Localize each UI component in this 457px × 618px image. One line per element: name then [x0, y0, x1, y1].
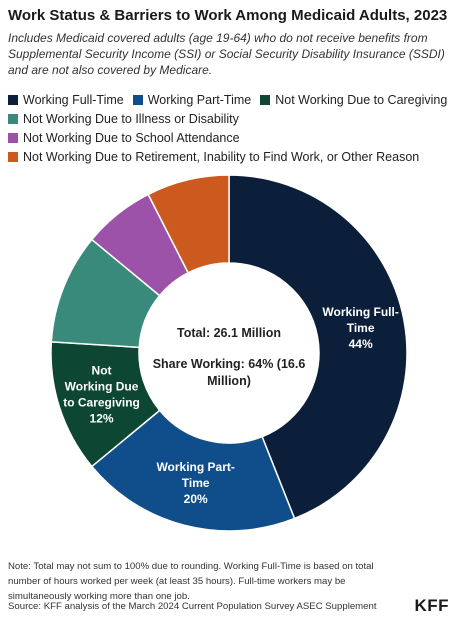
slice-label: 12%	[90, 411, 114, 425]
legend-item-working-full-time: Working Full-Time	[8, 93, 124, 107]
slice-label: Working Due	[65, 379, 139, 393]
legend-item-caregiving: Not Working Due to Caregiving	[260, 93, 447, 107]
legend-swatch	[132, 94, 143, 105]
legend-swatch	[8, 132, 18, 143]
kff-logo: KFF	[414, 596, 449, 615]
footnote: Note: Total may not sum to 100% due to r…	[8, 559, 408, 604]
legend-row: Working Full-Time Working Part-Time Not …	[8, 90, 453, 109]
slice-labels: Working Full- Time 44% Working Part- Time 20%…	[63, 305, 399, 506]
slice-working-full-time	[228, 174, 408, 520]
slice-working-part-time	[90, 409, 296, 532]
legend-label: Not Working Due to Caregiving	[275, 92, 448, 107]
slice-label: Working Full-	[322, 305, 398, 319]
legend-row: Not Working Due to School Attendance	[8, 128, 453, 147]
legend-label: Not Working Due to Illness or Disability	[23, 111, 239, 126]
legend-item-other-reason: Not Working Due to Retirement, Inability…	[8, 150, 419, 164]
legend-item-working-part-time: Working Part-Time	[132, 92, 252, 107]
legend-label: Working Part-Time	[147, 92, 252, 107]
legend-row: Not Working Due to Retirement, Inability…	[8, 147, 453, 166]
center-total-label: Total: 26.1 Million	[177, 326, 281, 340]
footnote-line: Note: Total may not sum to 100% due to r…	[8, 561, 374, 572]
slice-label: 44%	[349, 337, 373, 351]
source-note: Source: KFF analysis of the March 2024 C…	[8, 601, 377, 612]
slice-not-working-due-to-retirement-inability-to-find-work-or-other-reason	[147, 174, 230, 274]
chart-subtitle: Includes Medicaid covered adults (age 19…	[8, 31, 445, 77]
legend-label: Not Working Due to Retirement, Inability…	[23, 149, 420, 164]
slice-label: to Caregiving	[63, 395, 140, 409]
legend-label: Not Working Due to School Attendance	[23, 130, 240, 145]
footnote-line: simultaneously working more than one job…	[8, 591, 190, 602]
legend-swatch	[8, 151, 18, 162]
slice-label: Working Part-	[156, 460, 234, 474]
slice-label: Not	[92, 363, 112, 377]
center-share-label: Million)	[207, 374, 251, 388]
legend-row: Not Working Due to Illness or Disability	[8, 109, 453, 128]
legend: Working Full-Time Working Part-Time Not …	[8, 90, 453, 166]
legend-swatch	[8, 94, 18, 105]
chart-title: Work Status & Barriers to Work Among Med…	[8, 7, 448, 24]
slice-label: 20%	[184, 492, 208, 506]
slice-label: Time	[347, 321, 375, 335]
legend-swatch	[260, 94, 271, 105]
slice-label: Time	[182, 476, 210, 490]
legend-item-school: Not Working Due to School Attendance	[8, 131, 240, 145]
footnote-line: number of hours worked per week (at leas…	[8, 576, 346, 587]
donut-slices	[50, 174, 408, 532]
donut-chart: Working Full- Time 44% Working Part- Time 20%…	[50, 174, 408, 532]
center-share-label: Share Working: 64% (16.6	[153, 357, 306, 371]
legend-swatch	[8, 113, 18, 124]
legend-item-illness-disability: Not Working Due to Illness or Disability	[8, 112, 239, 126]
legend-label: Working Full-Time	[23, 92, 124, 107]
